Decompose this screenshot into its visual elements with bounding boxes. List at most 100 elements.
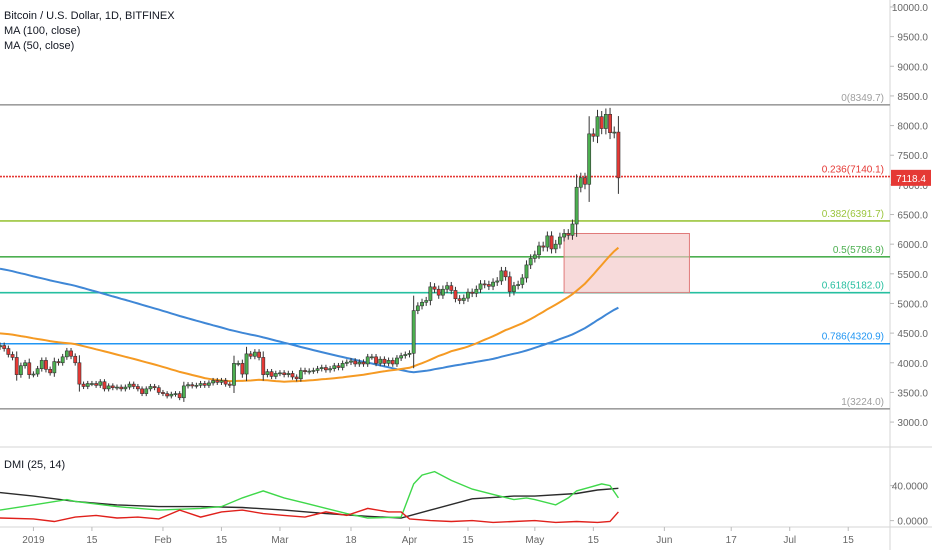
candle-body [152,386,157,388]
candle-body [432,286,437,290]
time-tick-label: 15 [216,535,228,546]
candle-body [202,383,207,386]
candle-body [119,386,124,390]
candle-body [361,361,366,365]
candle-body [403,354,408,356]
candle-body [90,383,94,385]
time-tick-label: 15 [86,535,98,546]
candle-body [123,386,128,390]
fib-level-label: 0.5(5786.9) [833,245,884,256]
candle-body [248,353,253,357]
candle-body [6,348,11,355]
candle-body [273,373,278,377]
candle-body [181,385,186,399]
candle-body [457,298,462,301]
candle-body [428,286,433,301]
candle-body [227,383,232,386]
highlight-zone [563,232,690,294]
time-tick-label: Feb [154,535,172,546]
price-tick-label: 5500.0 [897,270,928,281]
candle-body [353,360,358,365]
candle-body [223,380,228,385]
candle-body [470,291,475,294]
fib-level-label: 1(3224.0) [841,397,884,408]
candle-body [244,353,249,375]
candle-body [474,288,479,294]
candle-body [215,380,220,383]
time-tick-label: Mar [271,535,289,546]
candle-body [311,370,316,372]
candle-body [344,361,349,364]
candle-body [10,354,15,358]
candle-body [35,368,40,375]
candle-body [411,310,416,354]
candle-body [161,392,165,394]
candle-body [324,367,328,371]
candle-body [73,355,78,364]
price-tick-label: 5000.0 [897,299,928,310]
candle-body [512,285,516,292]
candle-body [23,362,27,367]
candle-body [56,361,61,364]
candle-body [232,363,236,386]
fib-level-label: 0(8349.7) [841,93,884,104]
candle-body [583,177,587,185]
ma50-line [0,246,620,383]
time-tick-label: 2019 [22,535,45,546]
candle-body [340,363,345,368]
candle-body [608,113,612,133]
candle-body [545,235,550,248]
candle-body [14,357,19,375]
price-tick-label: 4500.0 [897,329,928,340]
candle-body [441,288,445,296]
candle-body [424,300,429,303]
time-tick-label: Apr [402,535,418,546]
candle-body [591,133,596,137]
fib-level-label: 0.236(7140.1) [822,165,884,176]
candle-body [156,387,161,393]
price-tick-label: 8500.0 [897,92,928,103]
candle-body [378,358,383,364]
candle-body [269,371,274,377]
candle-body [407,352,412,355]
candle-body [110,385,115,388]
candle-body [616,131,621,179]
candle-body [140,388,144,394]
candle-body [115,386,119,389]
candle-body [365,356,370,365]
candle-body [553,243,558,250]
candle-body [236,363,241,365]
candles [0,107,621,402]
last-price-label: 7118.4 [896,174,926,185]
candle-body [286,373,291,375]
candle-body [486,284,491,287]
dmi-line-diminus [0,507,619,524]
candle-body [491,281,495,287]
candle-body [294,376,299,380]
candle-body [532,254,537,259]
candle-body [541,245,546,248]
candle-body [85,383,90,387]
price-tick-label: 3500.0 [897,388,928,399]
price-tick-label: 7000.0 [897,181,928,192]
dmi-title: DMI (25, 14) [4,459,66,471]
candle-body [558,236,562,245]
candle-body [524,264,529,279]
candle-body [587,133,592,185]
time-tick-label: Jun [656,535,672,546]
candle-body [578,177,583,188]
candle-body [319,367,324,369]
candle-body [169,393,174,397]
ma100-legend: MA (100, close) [4,25,81,37]
candle-body [18,365,23,375]
candle-body [77,362,82,385]
candle-body [603,113,608,129]
candle-body [520,277,525,285]
candle-body [198,383,203,386]
candle-body [369,356,374,359]
dmi-tick-label: 0.0000 [897,517,928,528]
candle-body [2,345,7,349]
candle-body [562,233,566,238]
candle-body [461,297,466,301]
